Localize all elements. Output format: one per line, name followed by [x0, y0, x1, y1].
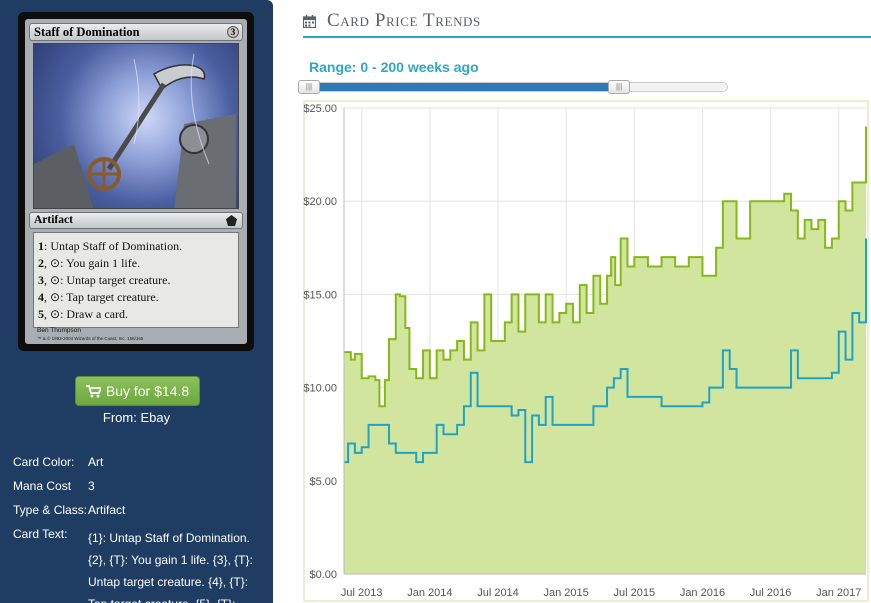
card-text-row: Card Text: [13, 527, 88, 541]
card-text-line: Untap target creature. {4}, {T}: [88, 575, 249, 589]
y-tick-label: $5.00 [309, 476, 337, 488]
x-tick-label: Jan 2014 [407, 587, 452, 599]
y-tick-label: $25.00 [303, 103, 337, 115]
price-chart-svg: $0.00 $5.00 $10.00 $15.00 $20.00 $25.00 Jul 20… [303, 100, 869, 602]
slider-handle-max[interactable]: ||| [608, 80, 631, 94]
grip-icon: ||| [615, 82, 623, 91]
card-rules-box: 1: Untap Staff of Domination. 2, ⊙: You … [33, 232, 239, 328]
card-text-line: Tap target creature. {5}, {T}: [88, 593, 268, 603]
card-image: Staff of Domination 3 [18, 12, 254, 351]
header-divider [303, 36, 871, 38]
card-type-bar: Artifact [29, 212, 243, 229]
calendar-icon [303, 15, 316, 28]
buy-button-label: Buy for $14.8 [105, 383, 190, 399]
series-line-green [344, 126, 867, 408]
card-rule: 3, ⊙: Untap target creature. [38, 273, 171, 287]
card-text-value: {1}: Untap Staff of Domination. {2}, {T}… [88, 527, 268, 603]
card-artwork [33, 43, 239, 209]
type-class-label: Type & Class: [13, 503, 88, 517]
x-tick-label: Jul 2016 [750, 587, 792, 599]
cart-icon [85, 384, 101, 397]
trends-header: Card Price Trends [303, 0, 871, 44]
buy-button[interactable]: Buy for $14.8 [75, 376, 200, 406]
x-tick-label: Jul 2013 [341, 587, 383, 599]
card-artist: Ben Thompson [37, 327, 81, 334]
card-name: Staff of Domination [34, 25, 140, 39]
y-tick-label: $10.00 [303, 383, 337, 395]
card-rule: 5, ⊙: Draw a card. [38, 307, 129, 321]
card-rule: 4, ⊙: Tap target creature. [38, 290, 159, 304]
card-frame: Staff of Domination 3 [25, 19, 247, 344]
section-title: Card Price Trends [327, 10, 481, 31]
card-detail-panel: Staff of Domination 3 [0, 0, 273, 603]
seller-source: From: Ebay [102, 410, 171, 425]
card-rule: 2, ⊙: You gain 1 life. [38, 256, 141, 270]
card-color-row: Card Color: Art [13, 455, 103, 469]
y-tick-label: $0.00 [309, 569, 337, 581]
x-tick-label: Jul 2014 [477, 587, 519, 599]
x-tick-label: Jan 2017 [816, 587, 861, 599]
card-type: Artifact [34, 214, 73, 226]
mana-cost-row: Mana Cost 3 [13, 479, 95, 493]
type-class-row: Type & Class:Artifact [13, 503, 125, 517]
card-rule: 1: Untap Staff of Domination. [38, 239, 183, 253]
slider-handle-min[interactable]: ||| [298, 80, 320, 94]
slider-selected-range [306, 83, 617, 91]
card-name-bar: Staff of Domination 3 [29, 23, 243, 41]
card-copyright: ™ & © 1993-2004 Wizards of the Coast, In… [37, 336, 144, 341]
series-area-green [344, 126, 866, 574]
range-label: Range: 0 - 200 weeks ago [309, 59, 479, 75]
card-text-line: {2}, {T}: You gain 1 life. {3}, {T}: [88, 553, 253, 567]
card-color-label: Card Color: [13, 455, 75, 469]
grip-icon: ||| [305, 82, 313, 91]
y-tick-label: $15.00 [303, 289, 337, 301]
x-tick-label: Jul 2015 [614, 587, 656, 599]
type-class-value: Artifact [88, 503, 126, 517]
price-chart: $0.00 $5.00 $10.00 $15.00 $20.00 $25.00 Jul 20… [300, 100, 870, 603]
y-tick-label: $20.00 [303, 196, 337, 208]
set-symbol-icon [226, 215, 237, 226]
x-tick-label: Jan 2016 [680, 587, 725, 599]
x-tick-label: Jan 2015 [544, 587, 589, 599]
card-text-line: {1}: Untap Staff of Domination. [88, 531, 250, 545]
mana-cost-label: Mana Cost [13, 479, 72, 493]
staff-artwork-icon [34, 53, 236, 208]
week-range-slider[interactable]: ||| ||| [298, 80, 728, 94]
series-line-blue [344, 238, 867, 464]
card-text-label: Card Text: [13, 527, 68, 541]
card-mana-cost: 3 [227, 26, 239, 38]
card-color-value: Art [88, 455, 104, 469]
mana-cost-value: 3 [88, 479, 95, 493]
